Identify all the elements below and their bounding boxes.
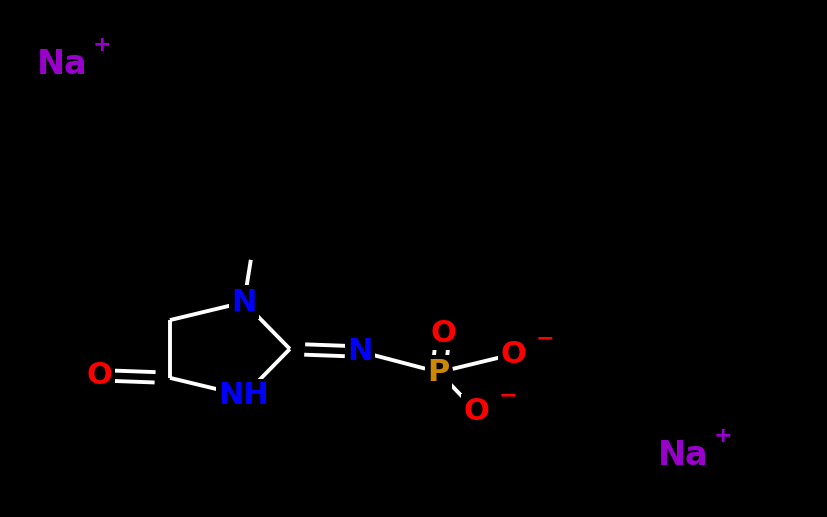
Text: −: − bbox=[498, 386, 516, 405]
Text: Na: Na bbox=[657, 439, 708, 473]
Text: N: N bbox=[347, 337, 372, 366]
Text: O: O bbox=[429, 319, 456, 348]
Text: +: + bbox=[713, 427, 731, 446]
Text: O: O bbox=[87, 361, 112, 390]
Text: NH: NH bbox=[218, 381, 269, 410]
Text: O: O bbox=[462, 397, 489, 425]
Text: N: N bbox=[231, 288, 256, 317]
Text: P: P bbox=[428, 358, 449, 387]
Text: −: − bbox=[535, 329, 553, 348]
Text: Na: Na bbox=[36, 48, 88, 81]
Text: O: O bbox=[500, 340, 526, 369]
Text: +: + bbox=[93, 35, 111, 55]
